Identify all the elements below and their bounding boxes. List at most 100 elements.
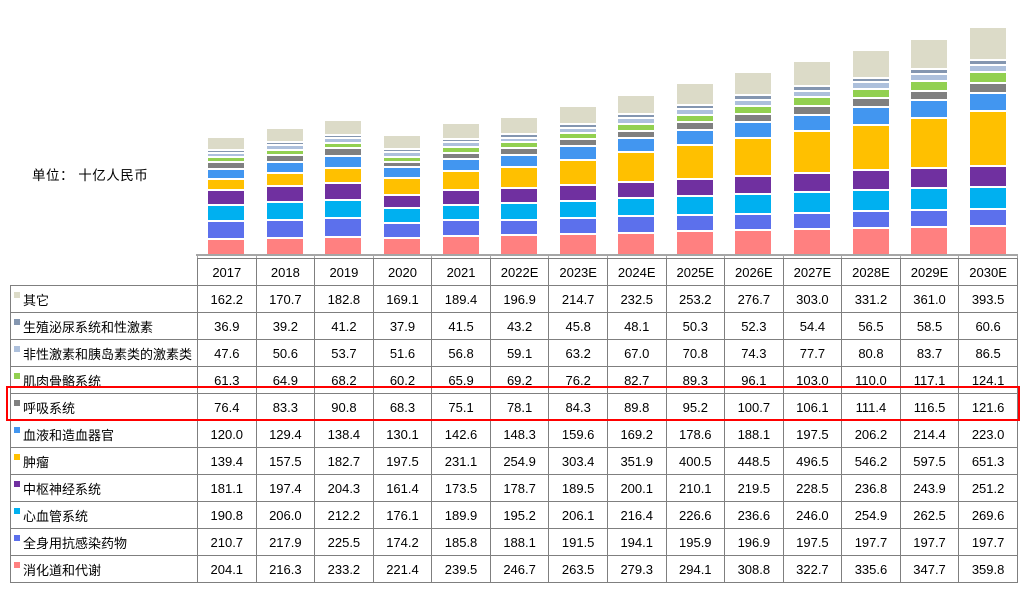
legend-swatch-icon [14, 291, 20, 298]
bar-segment-全身用抗感染药物 [383, 222, 421, 238]
bar-segment-非性激素和胰岛素类的激素类 [910, 73, 949, 81]
table-row-其它: 其它 162.2 170.7 182.8 169.1 189.4 196.9 214.7 232… [10, 285, 1018, 313]
value-cell: 61.3 [197, 366, 257, 394]
value-cell: 39.2 [255, 312, 316, 340]
bar-segment-肿瘤 [793, 131, 831, 173]
bar-segment-中枢神经系统 [324, 182, 363, 200]
column-header-2021: 2021 [431, 258, 491, 286]
row-label-cell: 心血管系统 [10, 501, 198, 529]
value-cell: 110.0 [841, 366, 901, 394]
value-cell: 196.9 [724, 528, 784, 556]
value-cell: 139.4 [197, 447, 257, 475]
value-cell: 243.9 [899, 474, 960, 502]
value-cell: 204.3 [314, 474, 374, 502]
value-cell: 178.7 [489, 474, 550, 502]
bar-2030E [968, 27, 1007, 256]
value-cell: 188.1 [724, 420, 784, 448]
legend-swatch-icon [14, 453, 20, 460]
value-cell: 226.6 [665, 501, 726, 529]
value-cell: 56.8 [431, 339, 491, 367]
value-cell: 331.2 [841, 285, 901, 313]
value-cell: 52.3 [724, 312, 784, 340]
value-cell: 111.4 [841, 393, 901, 421]
bar-segment-肿瘤 [734, 138, 773, 176]
value-cell: 120.0 [197, 420, 257, 448]
axis-tick [841, 254, 843, 259]
row-label: 非性激素和胰岛素类的激素类 [23, 346, 193, 362]
table-row-血液和造血器官: 血液和造血器官 120.0 129.4 138.4 130.1 142.6 148.3 159… [10, 420, 1018, 448]
bar-segment-血液和造血器官 [968, 92, 1007, 112]
value-cell: 142.6 [431, 420, 491, 448]
value-cell: 162.2 [197, 285, 257, 313]
axis-tick [197, 254, 198, 259]
bar-segment-其它 [910, 38, 949, 69]
bar-segment-其它 [851, 49, 890, 78]
bar-segment-中枢神经系统 [265, 185, 304, 203]
bar-segment-肌肉骨骼系统 [265, 149, 304, 156]
bar-segment-其它 [383, 135, 421, 150]
bar-segment-全身用抗感染药物 [617, 216, 656, 233]
bar-segment-呼吸系统 [851, 98, 890, 108]
value-cell: 173.5 [431, 474, 491, 502]
bar-segment-其它 [675, 83, 714, 105]
value-cell: 351.9 [606, 447, 667, 475]
table-row-呼吸系统: 呼吸系统 76.4 83.3 90.8 68.3 75.1 78.1 84.3 89.8 95.2… [10, 393, 1018, 421]
row-label-cell: 非性激素和胰岛素类的激素类 [10, 339, 198, 367]
value-cell: 197.7 [841, 528, 901, 556]
bar-segment-消化道和代谢 [793, 229, 831, 256]
legend-swatch-icon [14, 507, 20, 514]
legend-swatch-icon [14, 534, 20, 541]
value-cell: 65.9 [431, 366, 491, 394]
value-cell: 189.4 [431, 285, 491, 313]
bar-segment-心血管系统 [734, 193, 773, 214]
value-cell: 448.5 [724, 447, 784, 475]
value-cell: 254.9 [489, 447, 550, 475]
value-cell: 95.2 [665, 393, 726, 421]
bar-segment-肌肉骨骼系统 [324, 142, 363, 149]
value-cell: 117.1 [899, 366, 960, 394]
bar-segment-肌肉骨骼系统 [910, 80, 949, 91]
bar-segment-心血管系统 [441, 204, 480, 221]
bar-segment-生殖泌尿系统和性激素 [324, 134, 363, 139]
bar-segment-血液和造血器官 [675, 130, 714, 146]
row-label-cell: 呼吸系统 [10, 393, 198, 421]
bar-segment-血液和造血器官 [383, 167, 421, 179]
axis-tick [958, 254, 960, 259]
value-cell: 223.0 [958, 420, 1018, 448]
value-cell: 303.4 [548, 447, 608, 475]
bar-2026E [734, 72, 773, 256]
bar-segment-生殖泌尿系统和性激素 [734, 95, 773, 100]
bar-segment-非性激素和胰岛素类的激素类 [851, 82, 890, 89]
bar-segment-消化道和代谢 [558, 233, 597, 256]
bar-segment-肿瘤 [324, 167, 363, 183]
bar-segment-中枢神经系统 [968, 165, 1007, 187]
bar-segment-心血管系统 [383, 208, 421, 223]
value-cell: 322.7 [782, 555, 843, 583]
bar-segment-中枢神经系统 [675, 178, 714, 197]
bar-segment-肿瘤 [968, 111, 1007, 166]
bar-segment-肿瘤 [910, 118, 949, 169]
bar-segment-中枢神经系统 [793, 172, 831, 192]
bar-segment-血液和造血器官 [851, 107, 890, 125]
row-label-cell: 中枢神经系统 [10, 474, 198, 502]
bar-segment-肿瘤 [851, 124, 890, 171]
value-cell: 597.5 [899, 447, 960, 475]
value-cell: 64.9 [255, 366, 316, 394]
value-cell: 76.4 [197, 393, 257, 421]
bar-segment-呼吸系统 [617, 130, 656, 139]
value-cell: 82.7 [606, 366, 667, 394]
value-cell: 393.5 [958, 285, 1018, 313]
value-cell: 191.5 [548, 528, 608, 556]
bar-segment-非性激素和胰岛素类的激素类 [734, 99, 773, 106]
axis-tick [314, 254, 316, 259]
bar-segment-生殖泌尿系统和性激素 [910, 68, 949, 74]
bar-segment-呼吸系统 [441, 152, 480, 159]
value-cell: 54.4 [782, 312, 843, 340]
value-cell: 129.4 [255, 420, 316, 448]
bar-segment-生殖泌尿系统和性激素 [793, 86, 831, 91]
data-table: 2017 2018 2019 2020 2021 2022E 2023E 2024E 2025E… [10, 258, 1018, 583]
bar-segment-消化道和代谢 [851, 227, 890, 256]
value-cell: 196.9 [489, 285, 550, 313]
value-cell: 546.2 [841, 447, 901, 475]
value-cell: 60.6 [958, 312, 1018, 340]
